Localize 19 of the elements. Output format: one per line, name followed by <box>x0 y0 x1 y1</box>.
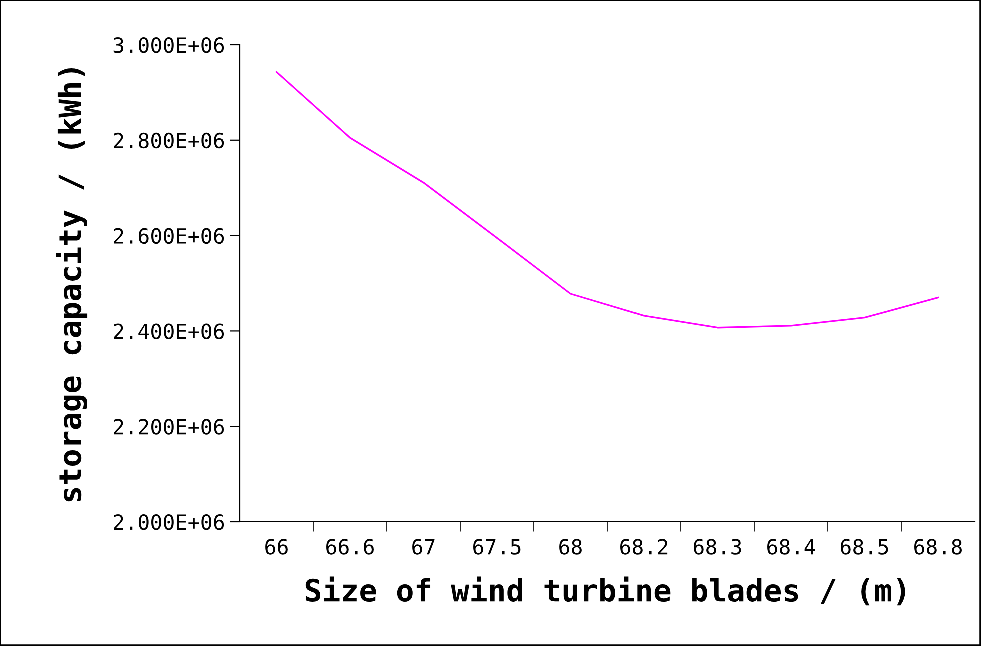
x-tick-label: 67.5 <box>474 539 521 555</box>
y-tick-label: 2.800E+06 <box>114 132 224 149</box>
x-tick-label: 66.6 <box>326 539 374 555</box>
x-tick-label: 66 <box>266 539 288 555</box>
y-tick-label: 2.200E+06 <box>114 419 224 435</box>
x-tick-label: 68.8 <box>914 539 962 555</box>
x-tick-label: 68.4 <box>768 539 816 555</box>
x-tick-label: 68 <box>560 539 582 555</box>
x-tick-label: 68.5 <box>841 539 888 555</box>
line-series <box>276 71 940 329</box>
x-tick-label: 67 <box>412 539 435 555</box>
y-tick-label: 2.600E+06 <box>114 228 224 244</box>
y-axis-title: storage capacity / (kWh) <box>56 68 88 502</box>
y-tick-label: 3.000E+06 <box>114 38 224 54</box>
x-tick-label: 68.2 <box>620 539 668 555</box>
y-tick-label: 2.000E+06 <box>114 514 224 530</box>
x-tick-label: 68.3 <box>694 539 742 555</box>
x-axis-title: Size of wind turbine blades / (m) <box>306 576 906 606</box>
y-tick-label: 2.400E+06 <box>114 324 224 340</box>
